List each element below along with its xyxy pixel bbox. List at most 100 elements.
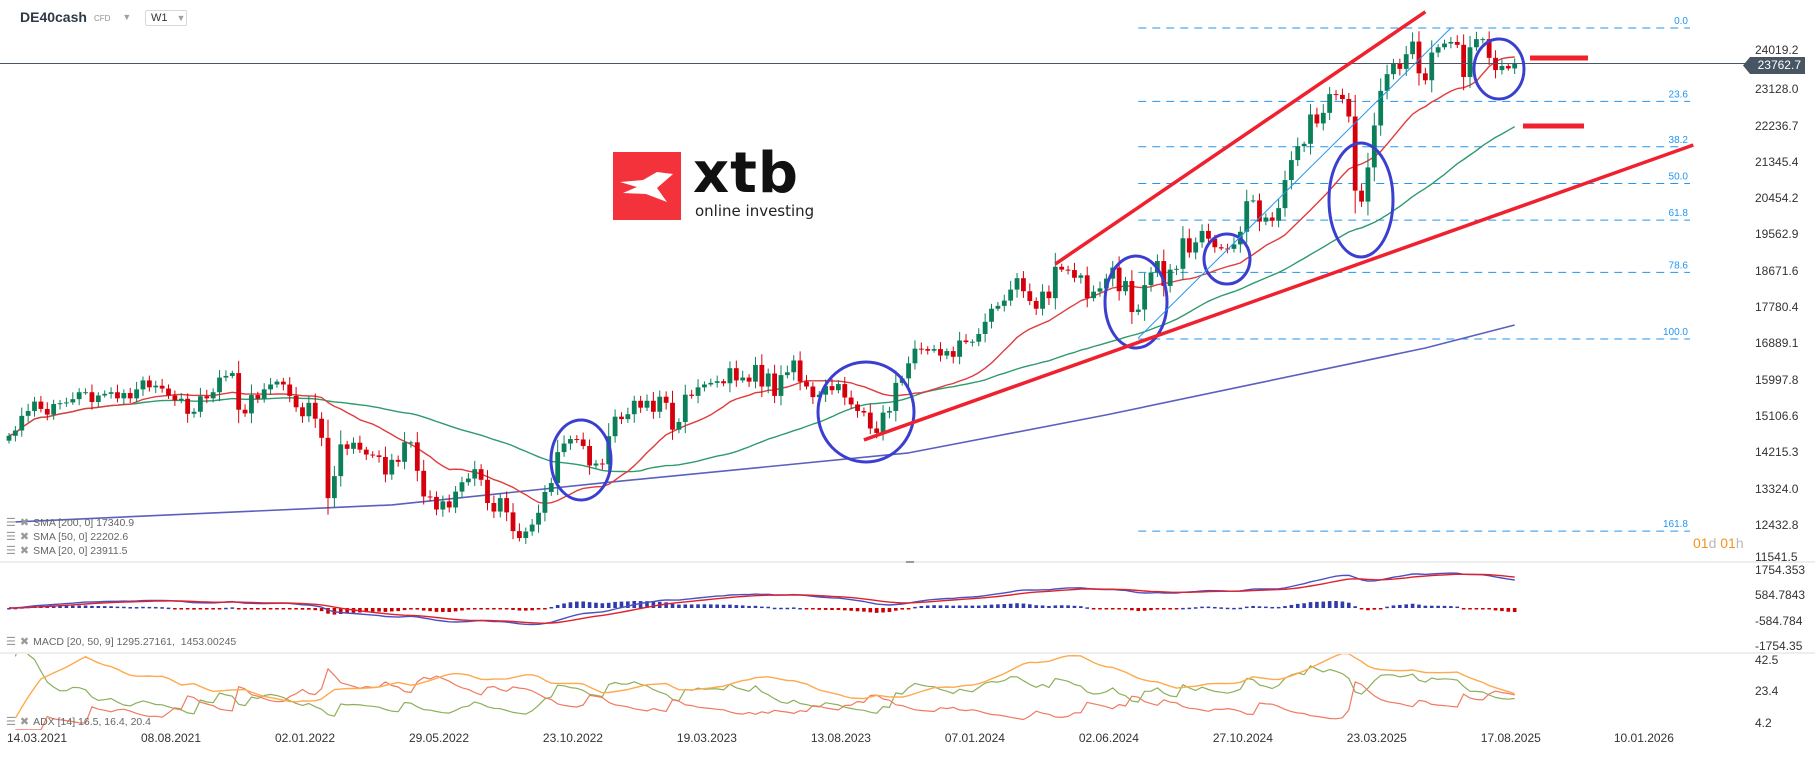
- macd-histogram-bar: [760, 606, 764, 609]
- macd-histogram-bar: [1270, 606, 1275, 609]
- candle-down: [650, 400, 656, 412]
- macd-histogram-bar: [983, 605, 987, 608]
- candle-up: [1193, 242, 1199, 253]
- candle-up: [351, 442, 356, 449]
- macd-histogram-bar: [1334, 601, 1338, 608]
- macd-histogram-bar: [166, 607, 171, 610]
- macd-histogram-bar: [262, 608, 266, 610]
- price-axis-label: 17780.4: [1755, 300, 1799, 315]
- sma20-line: [8, 56, 1515, 505]
- macd-histogram-bar: [887, 608, 892, 613]
- macd-histogram-bar: [1213, 606, 1217, 609]
- caret-down-icon[interactable]: ▼: [122, 12, 132, 22]
- pane-resize-handle[interactable]: [906, 561, 914, 563]
- macd-histogram-bar: [300, 608, 305, 610]
- macd-histogram-bar: [753, 605, 758, 608]
- legend-adx[interactable]: ☰ ✖ ADX [14] 16.5, 16.4, 20.4: [6, 716, 151, 728]
- macd-histogram-bar: [849, 608, 853, 611]
- candle-up: [1148, 272, 1154, 286]
- macd-histogram-bar: [249, 608, 254, 610]
- macd-histogram-bar: [396, 608, 400, 612]
- close-x-icon[interactable]: ✖: [19, 716, 30, 728]
- main-pane: 0.0 23.6 38.2 50.0 61.8 78.6 100.0 161.8: [0, 16, 1745, 544]
- macd-histogram-bar: [1302, 603, 1306, 608]
- macd-histogram-bar: [90, 605, 94, 608]
- candle-up: [536, 512, 541, 525]
- candle-down: [1212, 238, 1218, 248]
- macd-histogram-bar: [77, 605, 81, 608]
- macd-histogram-bar: [1449, 606, 1453, 608]
- menu-lines-icon[interactable]: ☰: [6, 545, 16, 557]
- candle-up: [51, 404, 57, 415]
- candle-down: [159, 385, 165, 389]
- price-axis-label: 22236.7: [1755, 118, 1799, 133]
- macd-histogram-bar: [517, 608, 522, 611]
- close-x-icon[interactable]: ✖: [19, 545, 30, 557]
- macd-histogram-bar: [1500, 608, 1504, 612]
- macd-histogram-bar: [441, 608, 445, 612]
- candle-up: [989, 308, 994, 322]
- x-mark-icon: [620, 172, 673, 202]
- menu-lines-icon[interactable]: ☰: [6, 716, 16, 728]
- macd-histogram-bar: [913, 606, 917, 609]
- macd-histogram-bar: [1232, 607, 1236, 610]
- macd-histogram-bar: [1200, 606, 1204, 609]
- macd-histogram-bar: [823, 608, 828, 610]
- macd-histogram-bar: [594, 602, 598, 608]
- candle-down: [1352, 116, 1358, 191]
- candle-down: [1257, 200, 1262, 222]
- candle-up: [497, 498, 503, 512]
- macd-histogram-bar: [102, 606, 107, 608]
- macd-histogram-bar: [428, 608, 432, 612]
- candle-down: [1333, 94, 1339, 96]
- macd-histogram-bar: [313, 608, 318, 611]
- macd-histogram-bar: [1442, 605, 1447, 608]
- candle-down: [689, 394, 695, 396]
- candle-down: [300, 407, 305, 417]
- close-x-icon[interactable]: ✖: [19, 517, 30, 529]
- legend-text: MACD [20, 50, 9] 1295.27161, 1453.00245: [33, 636, 237, 648]
- candle-up: [823, 386, 829, 395]
- close-x-icon[interactable]: ✖: [19, 531, 30, 543]
- macd-histogram-bar: [536, 608, 541, 610]
- macd-histogram-bar: [409, 608, 413, 610]
- macd-histogram-bar: [696, 604, 700, 608]
- candle-down: [746, 377, 752, 382]
- macd-histogram-bar: [900, 608, 904, 610]
- menu-lines-icon[interactable]: ☰: [6, 531, 16, 543]
- macd-histogram-bar: [779, 607, 783, 610]
- candle-up: [70, 399, 76, 403]
- candle-up: [880, 412, 886, 433]
- candle-down: [370, 454, 376, 456]
- time-axis-label: 10.01.2026: [1613, 731, 1674, 745]
- close-x-icon[interactable]: ✖: [19, 636, 30, 648]
- candle-down: [1059, 266, 1065, 270]
- symbol-selector[interactable]: DE40cash CFD ▼: [20, 9, 131, 25]
- candle-down: [963, 340, 969, 343]
- legend-sma20[interactable]: ☰ ✖ SMA [20, 0] 23911.5: [6, 545, 127, 557]
- legend-sma50[interactable]: ☰ ✖ SMA [50, 0] 22202.6: [6, 531, 128, 543]
- macd-histogram-bar: [1110, 608, 1115, 610]
- menu-lines-icon[interactable]: ☰: [6, 517, 16, 529]
- candle-up: [836, 384, 841, 391]
- macd-histogram-bar: [307, 608, 311, 610]
- macd-histogram-bar: [1468, 608, 1472, 610]
- timeframe-select[interactable]: W1 ▼: [145, 10, 187, 26]
- price-axis-label: 19562.9: [1755, 227, 1799, 242]
- macd-histogram-bar: [996, 604, 1000, 608]
- macd-histogram-bar: [1276, 606, 1281, 609]
- legend-macd[interactable]: ☰ ✖ MACD [20, 50, 9] 1295.27161, 1453.0024…: [6, 636, 236, 648]
- macd-histogram-bar: [862, 608, 866, 612]
- candle-up: [210, 392, 216, 399]
- macd-histogram-bar: [338, 608, 343, 614]
- candle-up: [523, 531, 529, 539]
- candle-up: [644, 400, 650, 408]
- candle-up: [108, 392, 114, 394]
- candle-up: [906, 363, 911, 379]
- candle-down: [938, 349, 943, 356]
- macd-histogram-bar: [1493, 608, 1498, 611]
- menu-lines-icon[interactable]: ☰: [6, 636, 16, 648]
- macd-histogram-bar: [1219, 607, 1223, 609]
- legend-sma200[interactable]: ☰ ✖ SMA [200, 0] 17340.9: [6, 517, 134, 529]
